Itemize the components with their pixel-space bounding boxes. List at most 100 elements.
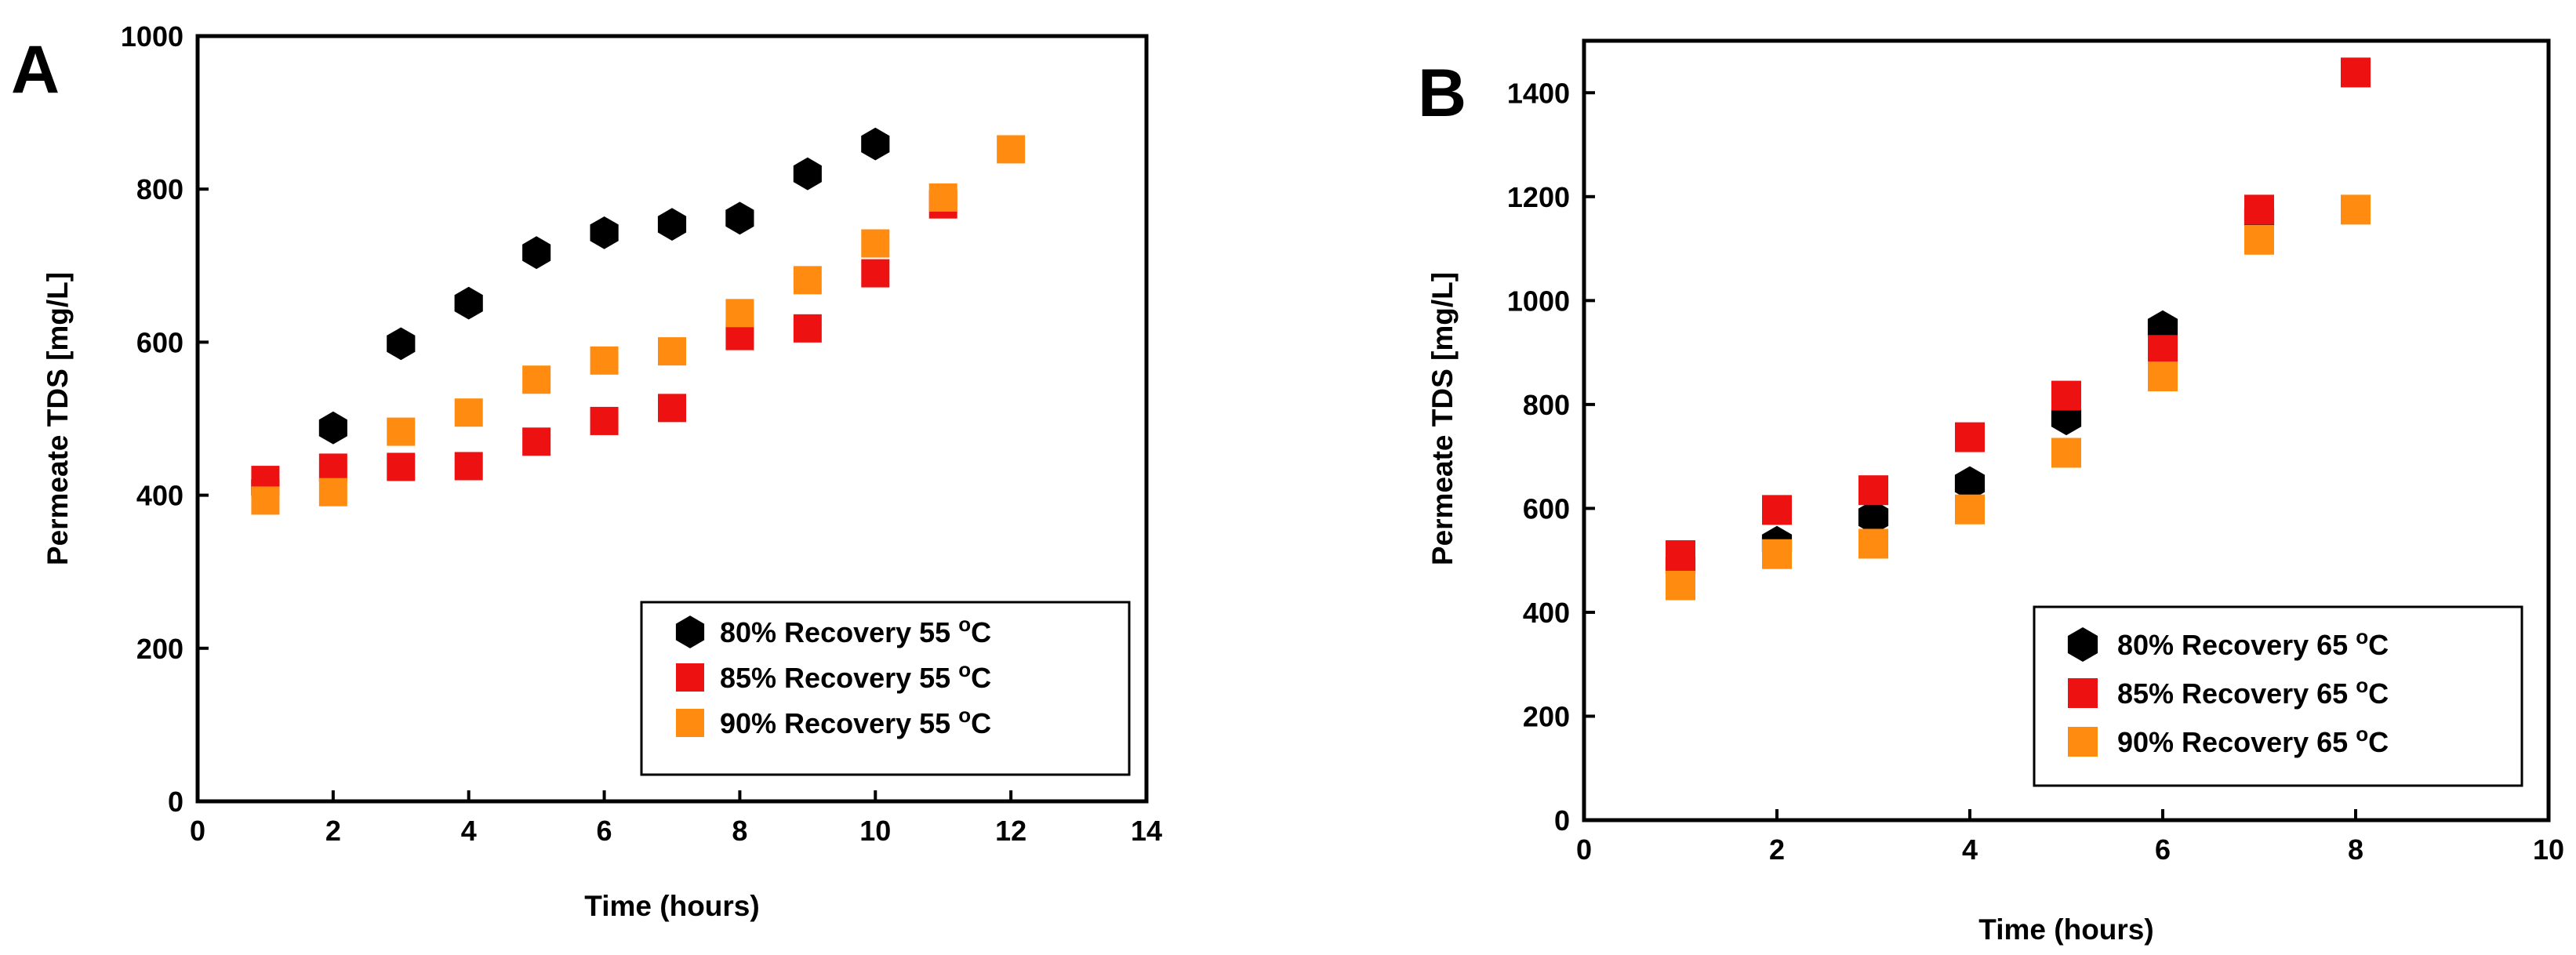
- data-point: [793, 157, 822, 191]
- data-point: [590, 346, 619, 375]
- x-axis-title: Time (hours): [584, 890, 759, 922]
- data-point: [997, 135, 1026, 164]
- data-point: [1762, 495, 1792, 525]
- legend-entry: 90% Recovery 65 oC: [2117, 722, 2389, 758]
- data-point: [2148, 361, 2178, 392]
- data-point: [522, 365, 551, 394]
- data-point: [318, 453, 347, 482]
- data-point: [1666, 540, 1695, 571]
- y-tick-label: 800: [1523, 389, 1570, 421]
- data-point: [318, 478, 347, 507]
- x-tick-label: 0: [1576, 833, 1592, 866]
- y-tick-label: 1400: [1507, 77, 1570, 109]
- data-point: [454, 398, 483, 427]
- series-a-2: [251, 190, 957, 495]
- legend-entry-label: 90% Recovery 65: [2117, 726, 2356, 758]
- data-point: [454, 452, 483, 481]
- y-axis-title: Permeate TDS [mg/L]: [42, 272, 74, 565]
- y-tick-label: 1000: [121, 20, 183, 53]
- plot-frame-a: [195, 34, 1149, 804]
- legend-entry-label: 80% Recovery 55: [720, 616, 958, 648]
- data-point: [251, 486, 280, 515]
- x-tick-label: 10: [2533, 833, 2564, 866]
- data-point: [1858, 475, 1888, 506]
- x-axis-title: Time (hours): [1978, 913, 2153, 946]
- data-point: [454, 286, 483, 320]
- legend-marker: [676, 709, 704, 737]
- plot-frame-b: [1582, 38, 2551, 822]
- panel-label-a: A: [11, 32, 60, 107]
- data-point: [928, 183, 957, 212]
- legend-marker: [676, 663, 704, 692]
- x-tick-label: 4: [461, 815, 477, 847]
- data-point: [793, 314, 822, 343]
- chart-panel-b: B 0 2 4 6 8 10 0 200 400 600 800 1000 1200 1400 Time (…: [1418, 38, 2564, 946]
- data-point: [387, 417, 416, 446]
- data-point: [1954, 466, 1986, 501]
- chart-panel-a: A 0 2 4 6 8 10 12 14 0 200 400 600 800 1000 Time (hour…: [11, 20, 1162, 922]
- data-point: [2244, 224, 2274, 255]
- data-point: [657, 208, 687, 241]
- data-point: [2341, 194, 2371, 225]
- x-tick-label: 2: [1769, 833, 1785, 866]
- legend-entry-label: 90% Recovery 55: [720, 707, 958, 739]
- x-tick-label: 8: [2348, 833, 2363, 866]
- data-point: [318, 411, 347, 445]
- data-point: [725, 299, 754, 328]
- y-tick-label: 600: [136, 326, 183, 358]
- data-point: [725, 202, 754, 235]
- legend-box: [2033, 605, 2523, 787]
- data-point: [522, 236, 551, 270]
- legend-entry-unit: oC: [958, 658, 991, 694]
- data-point: [1858, 499, 1889, 535]
- data-point: [590, 406, 619, 435]
- data-point: [2244, 194, 2274, 225]
- legend-entry-label: 85% Recovery 55: [720, 662, 958, 694]
- data-point: [861, 229, 890, 258]
- data-point: [387, 327, 416, 361]
- y-axis-title: Permeate TDS [mg/L]: [1426, 272, 1459, 565]
- legend-entry-label: 80% Recovery 65: [2117, 629, 2356, 661]
- x-tick-label: 6: [597, 815, 612, 847]
- data-point: [2051, 438, 2081, 468]
- legend-entry: 80% Recovery 65 oC: [2117, 625, 2389, 661]
- x-tick-label: 4: [1962, 833, 1978, 866]
- series-b-2: [1666, 57, 2371, 571]
- legend-entry-unit: oC: [958, 612, 991, 648]
- data-point: [1955, 422, 1985, 452]
- y-tick-label: 200: [1523, 700, 1570, 732]
- series-a-3: [251, 135, 1026, 515]
- data-point: [793, 266, 822, 295]
- y-tick-label: 800: [136, 173, 183, 205]
- y-tick-label: 600: [1523, 492, 1570, 525]
- legend-marker: [2068, 727, 2098, 757]
- x-tick-label: 12: [995, 815, 1026, 847]
- legend-entry: 90% Recovery 55 oC: [720, 703, 991, 739]
- legend-entry: 85% Recovery 55 oC: [720, 658, 991, 694]
- data-point: [387, 452, 416, 481]
- x-tick-label: 8: [732, 815, 747, 847]
- y-tick-label: 400: [136, 480, 183, 512]
- legend-marker: [2067, 627, 2098, 662]
- panel-label-b: B: [1418, 56, 1466, 131]
- series-b-3: [1666, 194, 2371, 601]
- data-point: [1762, 539, 1792, 569]
- data-point: [2051, 380, 2081, 411]
- x-tick-label: 14: [1131, 815, 1162, 847]
- data-point: [2341, 57, 2371, 88]
- legend-entry: 85% Recovery 65 oC: [2117, 674, 2389, 710]
- y-tick-label: 1200: [1507, 181, 1570, 213]
- x-tick-label: 2: [325, 815, 341, 847]
- legend-entry-label: 85% Recovery 65: [2117, 677, 2356, 710]
- x-tick-label: 10: [859, 815, 891, 847]
- y-tick-label: 200: [136, 633, 183, 665]
- legend-entry-unit: oC: [2356, 722, 2389, 758]
- data-point: [1955, 494, 1985, 525]
- data-point: [861, 127, 890, 161]
- legend-marker: [2068, 678, 2098, 708]
- y-tick-label: 0: [1554, 804, 1570, 837]
- y-tick-label: 400: [1523, 597, 1570, 629]
